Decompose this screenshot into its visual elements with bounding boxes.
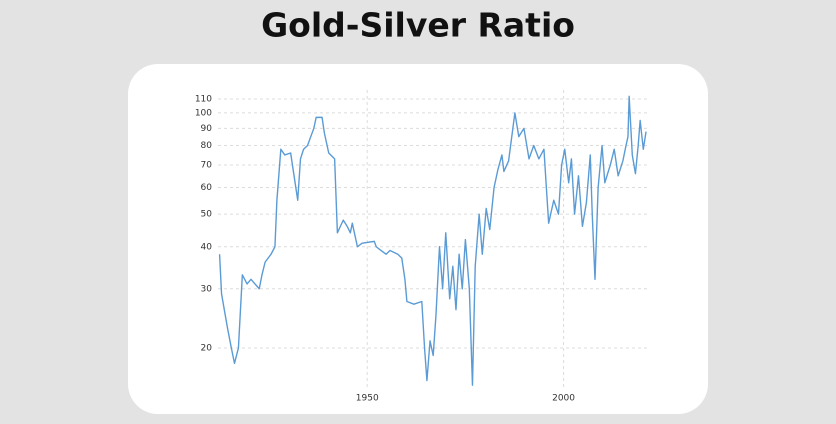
y-tick-label: 70 [201,161,213,171]
x-tick-label: 1950 [356,394,379,404]
y-tick-label: 40 [201,242,213,252]
y-tick-label: 110 [195,95,212,105]
plot: 20 30 40 50 60 70 80 90 100 110 1950 2000 [195,90,648,404]
data-line [218,95,647,386]
chart-card [128,64,708,414]
x-tick-label: 2000 [552,394,575,404]
y-tick-label: 20 [201,343,213,353]
chart-title: Gold-Silver Ratio [261,6,575,45]
y-tick-label: 80 [201,141,213,151]
y-tick-label: 90 [201,124,213,134]
y-tick-label: 30 [201,284,213,294]
y-tick-label: 60 [201,183,213,193]
y-tick-label: 100 [195,108,212,118]
y-tick-label: 50 [201,210,213,220]
